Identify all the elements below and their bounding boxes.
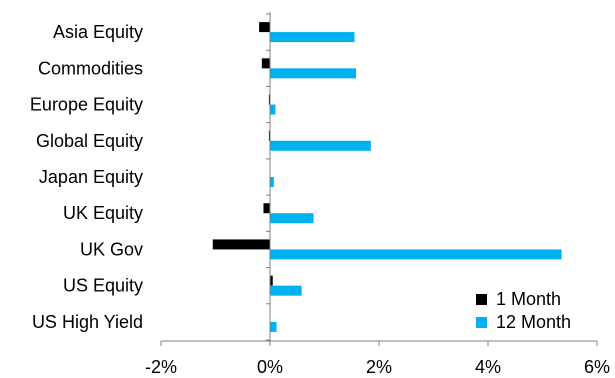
category-label-uk-gov: UK Gov [80,239,143,259]
bar-1-month-asia-equity [259,22,270,33]
x-tick-label: 2% [366,357,392,377]
category-label-europe-equity: Europe Equity [30,95,143,115]
bar-12-month-us-equity [270,285,302,296]
category-label-us-equity: US Equity [63,276,143,296]
category-label-asia-equity: Asia Equity [53,22,143,42]
bar-12-month-global-equity [270,140,371,151]
legend: 1 Month 12 Month [476,289,571,332]
bar-12-month-japan-equity [270,177,274,187]
x-tick-label: -2% [145,357,177,377]
bar-12-month-commodities [270,68,357,79]
bars-group [212,22,562,332]
bar-12-month-uk-equity [270,213,314,224]
category-label-global-equity: Global Equity [36,131,143,151]
bar-12-month-us-high-yield [270,321,277,332]
x-tick-label: 4% [475,357,501,377]
category-label-uk-equity: UK Equity [63,203,143,223]
axes-group [160,12,598,346]
bar-12-month-uk-gov [270,249,562,260]
labels-group: Asia Equity Commodities Europe Equity Globa… [30,22,610,377]
legend-swatch-12-month [476,317,487,328]
bar-12-month-asia-equity [270,32,355,43]
category-label-commodities: Commodities [38,58,143,78]
legend-label-1-month: 1 Month [496,289,561,309]
bar-1-month-commodities [261,58,270,69]
x-tick-label: 6% [584,357,610,377]
legend-label-12-month: 12 Month [496,312,571,332]
bar-1-month-europe-equity [268,94,270,105]
bar-1-month-us-equity [270,275,273,286]
category-label-japan-equity: Japan Equity [39,167,143,187]
legend-swatch-1-month [476,294,487,305]
x-tick-label: 0% [257,357,283,377]
bar-1-month-uk-gov [212,239,270,250]
bar-12-month-europe-equity [270,104,276,115]
bar-1-month-uk-equity [263,203,270,214]
bar-1-month-global-equity [268,130,270,141]
category-label-us-high-yield: US High Yield [32,312,143,332]
